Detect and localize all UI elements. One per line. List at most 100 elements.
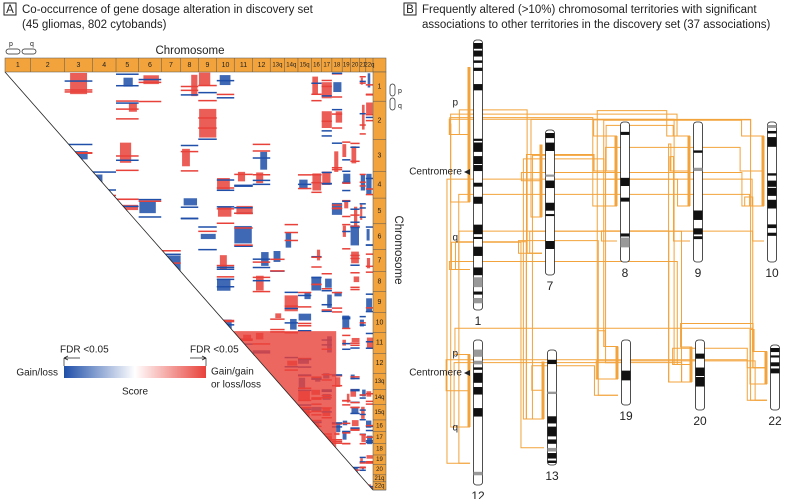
territory-bar: [689, 347, 693, 382]
heat-stripe: [321, 303, 332, 306]
heat-stripe: [116, 205, 139, 208]
heat-block: [200, 233, 216, 240]
heat-block: [346, 393, 350, 403]
heat-stripe: [161, 250, 181, 252]
arm-label: p: [452, 349, 458, 360]
heat-stripe: [284, 322, 298, 324]
heat-stripe: [350, 146, 360, 149]
band: [770, 355, 780, 358]
heat-stripe: [64, 91, 93, 93]
heat-stripe: [342, 400, 351, 402]
chromosome-label: 14q: [286, 63, 296, 69]
heat-block: [335, 111, 343, 123]
heat-stripe: [161, 253, 181, 256]
heat-stripe: [365, 341, 373, 343]
heat-block: [365, 420, 372, 428]
association-line: [593, 119, 767, 401]
association-line: [672, 347, 767, 401]
heat-block: [351, 146, 357, 164]
heat-stripe: [342, 200, 351, 203]
association-line: [605, 178, 690, 207]
territory-bar: [761, 136, 765, 206]
heat-block: [353, 206, 358, 227]
chromosome-label: 3: [378, 152, 382, 159]
heat-stripe: [216, 79, 235, 82]
panel-letter: A: [6, 4, 14, 16]
association-line: [454, 327, 767, 355]
heat-stripe: [321, 95, 332, 97]
band: [767, 224, 777, 229]
heat-stripe: [321, 288, 332, 290]
heat-stripe: [138, 216, 162, 218]
heat-block: [343, 173, 351, 184]
heat-stripe: [198, 248, 217, 251]
heat-stripe: [342, 141, 351, 143]
heat-block: [342, 431, 347, 440]
heat-stripe: [359, 466, 366, 468]
heat-stripe: [359, 203, 366, 205]
legend-threshold: FDR <0.05: [60, 345, 109, 356]
heat-stripe: [359, 185, 366, 187]
heat-stripe: [216, 285, 235, 288]
arm-label: p: [398, 88, 402, 95]
heat-stripe: [331, 207, 343, 209]
band: [473, 297, 483, 304]
heat-stripe: [297, 291, 312, 294]
heat-stripe: [365, 460, 373, 463]
association-line: [669, 156, 690, 242]
heat-stripe: [359, 456, 366, 459]
band: [693, 167, 703, 172]
heat-stripe: [331, 96, 343, 98]
legend-label: Gain/gain: [211, 367, 254, 378]
arm-label: q: [398, 103, 402, 110]
heat-stripe: [331, 142, 343, 144]
chromosome-label: 7: [547, 279, 554, 293]
chromosome-label: 22q: [374, 483, 384, 489]
heat-stripe: [365, 84, 373, 86]
heat-stripe: [331, 439, 343, 441]
heat-block: [361, 406, 365, 419]
chromosome-label: 18: [376, 447, 383, 453]
band: [473, 408, 483, 417]
heat-stripe: [359, 469, 366, 472]
heat-stripe: [321, 289, 332, 292]
heat-block: [334, 151, 339, 172]
heat-stripe: [342, 348, 351, 351]
chromosome-label: 1: [378, 83, 382, 90]
heat-stripe: [234, 212, 253, 215]
heat-stripe: [116, 102, 139, 104]
heat-block: [325, 278, 332, 288]
legend-label: Gain/loss: [16, 368, 58, 379]
heat-stripe: [311, 99, 322, 102]
heat-block: [333, 82, 342, 93]
arm-icon: [5, 48, 21, 55]
band: [547, 460, 557, 463]
heat-block: [351, 420, 359, 427]
chromosome-label: 20: [376, 467, 383, 473]
heat-block: [321, 111, 332, 128]
heat-stripe: [359, 133, 366, 135]
band: [473, 60, 483, 63]
heat-stripe: [116, 73, 139, 75]
heat-stripe: [350, 347, 360, 349]
chromosome-label: 12: [258, 62, 266, 69]
heat-stripe: [234, 227, 253, 229]
legend-arrow: [63, 355, 80, 366]
association-lines: [445, 109, 767, 464]
heat-stripe: [116, 198, 139, 200]
heat-stripe: [359, 112, 366, 115]
heat-stripe: [350, 344, 360, 346]
chromosome-label: 7: [169, 62, 173, 69]
band: [545, 214, 555, 217]
heat-stripe: [252, 157, 271, 159]
heat-stripe: [342, 334, 351, 337]
association-line: [596, 110, 690, 380]
heat-block: [128, 102, 137, 112]
heat-stripe: [350, 142, 360, 145]
heat-stripe: [234, 206, 253, 209]
chromosome-label: 15q: [374, 410, 384, 416]
chromosome-label: 16: [313, 63, 320, 69]
chromosome-label: 4: [102, 62, 106, 69]
chromosome-label: 18: [334, 63, 341, 69]
